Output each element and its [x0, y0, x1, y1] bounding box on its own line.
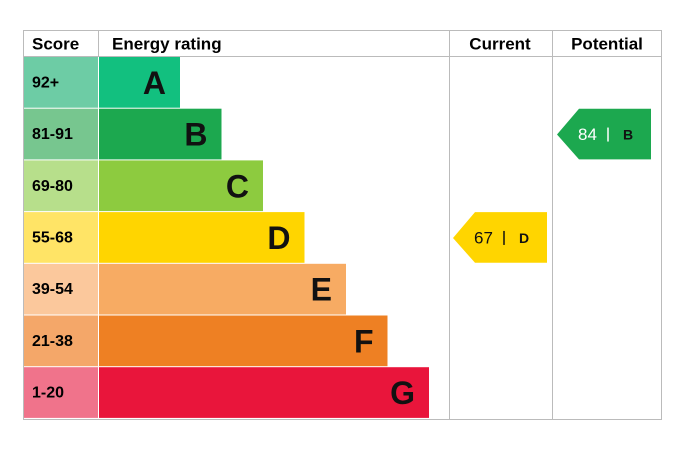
- current-arrow: [453, 212, 547, 263]
- score-cell: [24, 315, 98, 367]
- score-label: 55-68: [32, 229, 73, 246]
- rating-letter: A: [143, 65, 166, 101]
- potential-arrow: [557, 108, 651, 160]
- rating-letter: E: [311, 272, 332, 308]
- current-value: 67: [474, 228, 493, 247]
- rating-letter: G: [390, 375, 415, 411]
- score-label: 92+: [32, 74, 59, 91]
- score-cell: [24, 263, 98, 315]
- score-cell: [24, 108, 98, 160]
- score-label: 69-80: [32, 178, 73, 195]
- rating-letter: F: [354, 323, 374, 359]
- rating-letter: D: [267, 220, 290, 256]
- header-potential: Potential: [571, 35, 643, 54]
- rating-bar: [99, 160, 263, 212]
- rating-bar: [99, 315, 388, 367]
- score-label: 39-54: [32, 281, 73, 298]
- current-letter: D: [519, 230, 529, 246]
- header-current: Current: [469, 35, 531, 54]
- potential-letter: B: [623, 127, 633, 143]
- frame: [23, 30, 662, 420]
- rating-bar: [99, 108, 222, 160]
- rating-letter: C: [226, 168, 249, 204]
- rating-bar: [99, 57, 180, 108]
- rating-bar: [99, 367, 429, 418]
- score-cell: [24, 367, 98, 418]
- score-label: 21-38: [32, 333, 73, 350]
- header-score: Score: [32, 35, 79, 54]
- score-cell: [24, 212, 98, 263]
- rating-bar: [99, 263, 346, 315]
- potential-value: 84: [578, 125, 597, 144]
- rating-letter: B: [184, 117, 207, 153]
- header-rating: Energy rating: [112, 35, 222, 54]
- score-label: 81-91: [32, 126, 73, 143]
- score-label: 1-20: [32, 385, 64, 402]
- score-cell: [24, 160, 98, 212]
- rating-bar: [99, 212, 305, 263]
- score-cell: [24, 57, 98, 108]
